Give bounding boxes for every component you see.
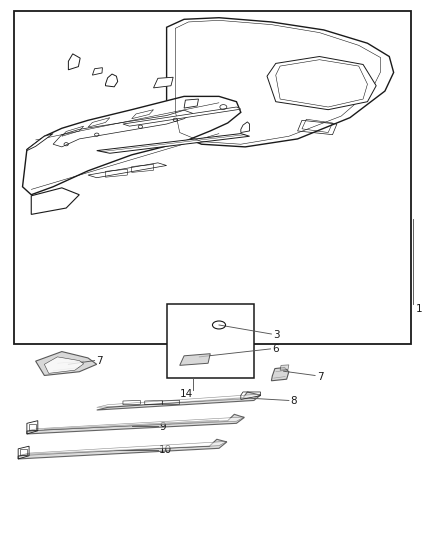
Text: 7: 7 [317, 372, 323, 382]
Text: 9: 9 [159, 422, 166, 432]
Polygon shape [153, 77, 173, 88]
Polygon shape [184, 99, 198, 108]
Text: 7: 7 [96, 356, 102, 366]
Polygon shape [166, 18, 394, 147]
Polygon shape [97, 392, 261, 410]
Polygon shape [18, 441, 227, 456]
Polygon shape [97, 134, 250, 154]
Text: 1: 1 [416, 304, 422, 314]
Bar [29, 424, 35, 430]
Polygon shape [68, 54, 80, 70]
Polygon shape [280, 365, 289, 370]
Polygon shape [31, 188, 79, 214]
Text: 8: 8 [290, 396, 297, 406]
Polygon shape [267, 56, 376, 110]
Polygon shape [27, 414, 244, 434]
Polygon shape [106, 74, 118, 87]
Text: 10: 10 [159, 446, 172, 455]
Polygon shape [272, 368, 289, 381]
Text: 14: 14 [180, 389, 193, 399]
Bar [166, 304, 254, 378]
Polygon shape [27, 134, 53, 151]
Polygon shape [35, 352, 97, 375]
Polygon shape [92, 68, 102, 75]
Polygon shape [22, 96, 241, 195]
Bar [20, 449, 27, 455]
Polygon shape [97, 394, 261, 407]
Text: 3: 3 [274, 329, 280, 340]
Polygon shape [180, 354, 210, 366]
Polygon shape [123, 107, 241, 126]
Polygon shape [18, 439, 227, 459]
Polygon shape [241, 122, 250, 133]
Polygon shape [27, 417, 244, 431]
Bar [14, 11, 411, 344]
Text: 6: 6 [273, 344, 279, 354]
Polygon shape [44, 357, 84, 373]
